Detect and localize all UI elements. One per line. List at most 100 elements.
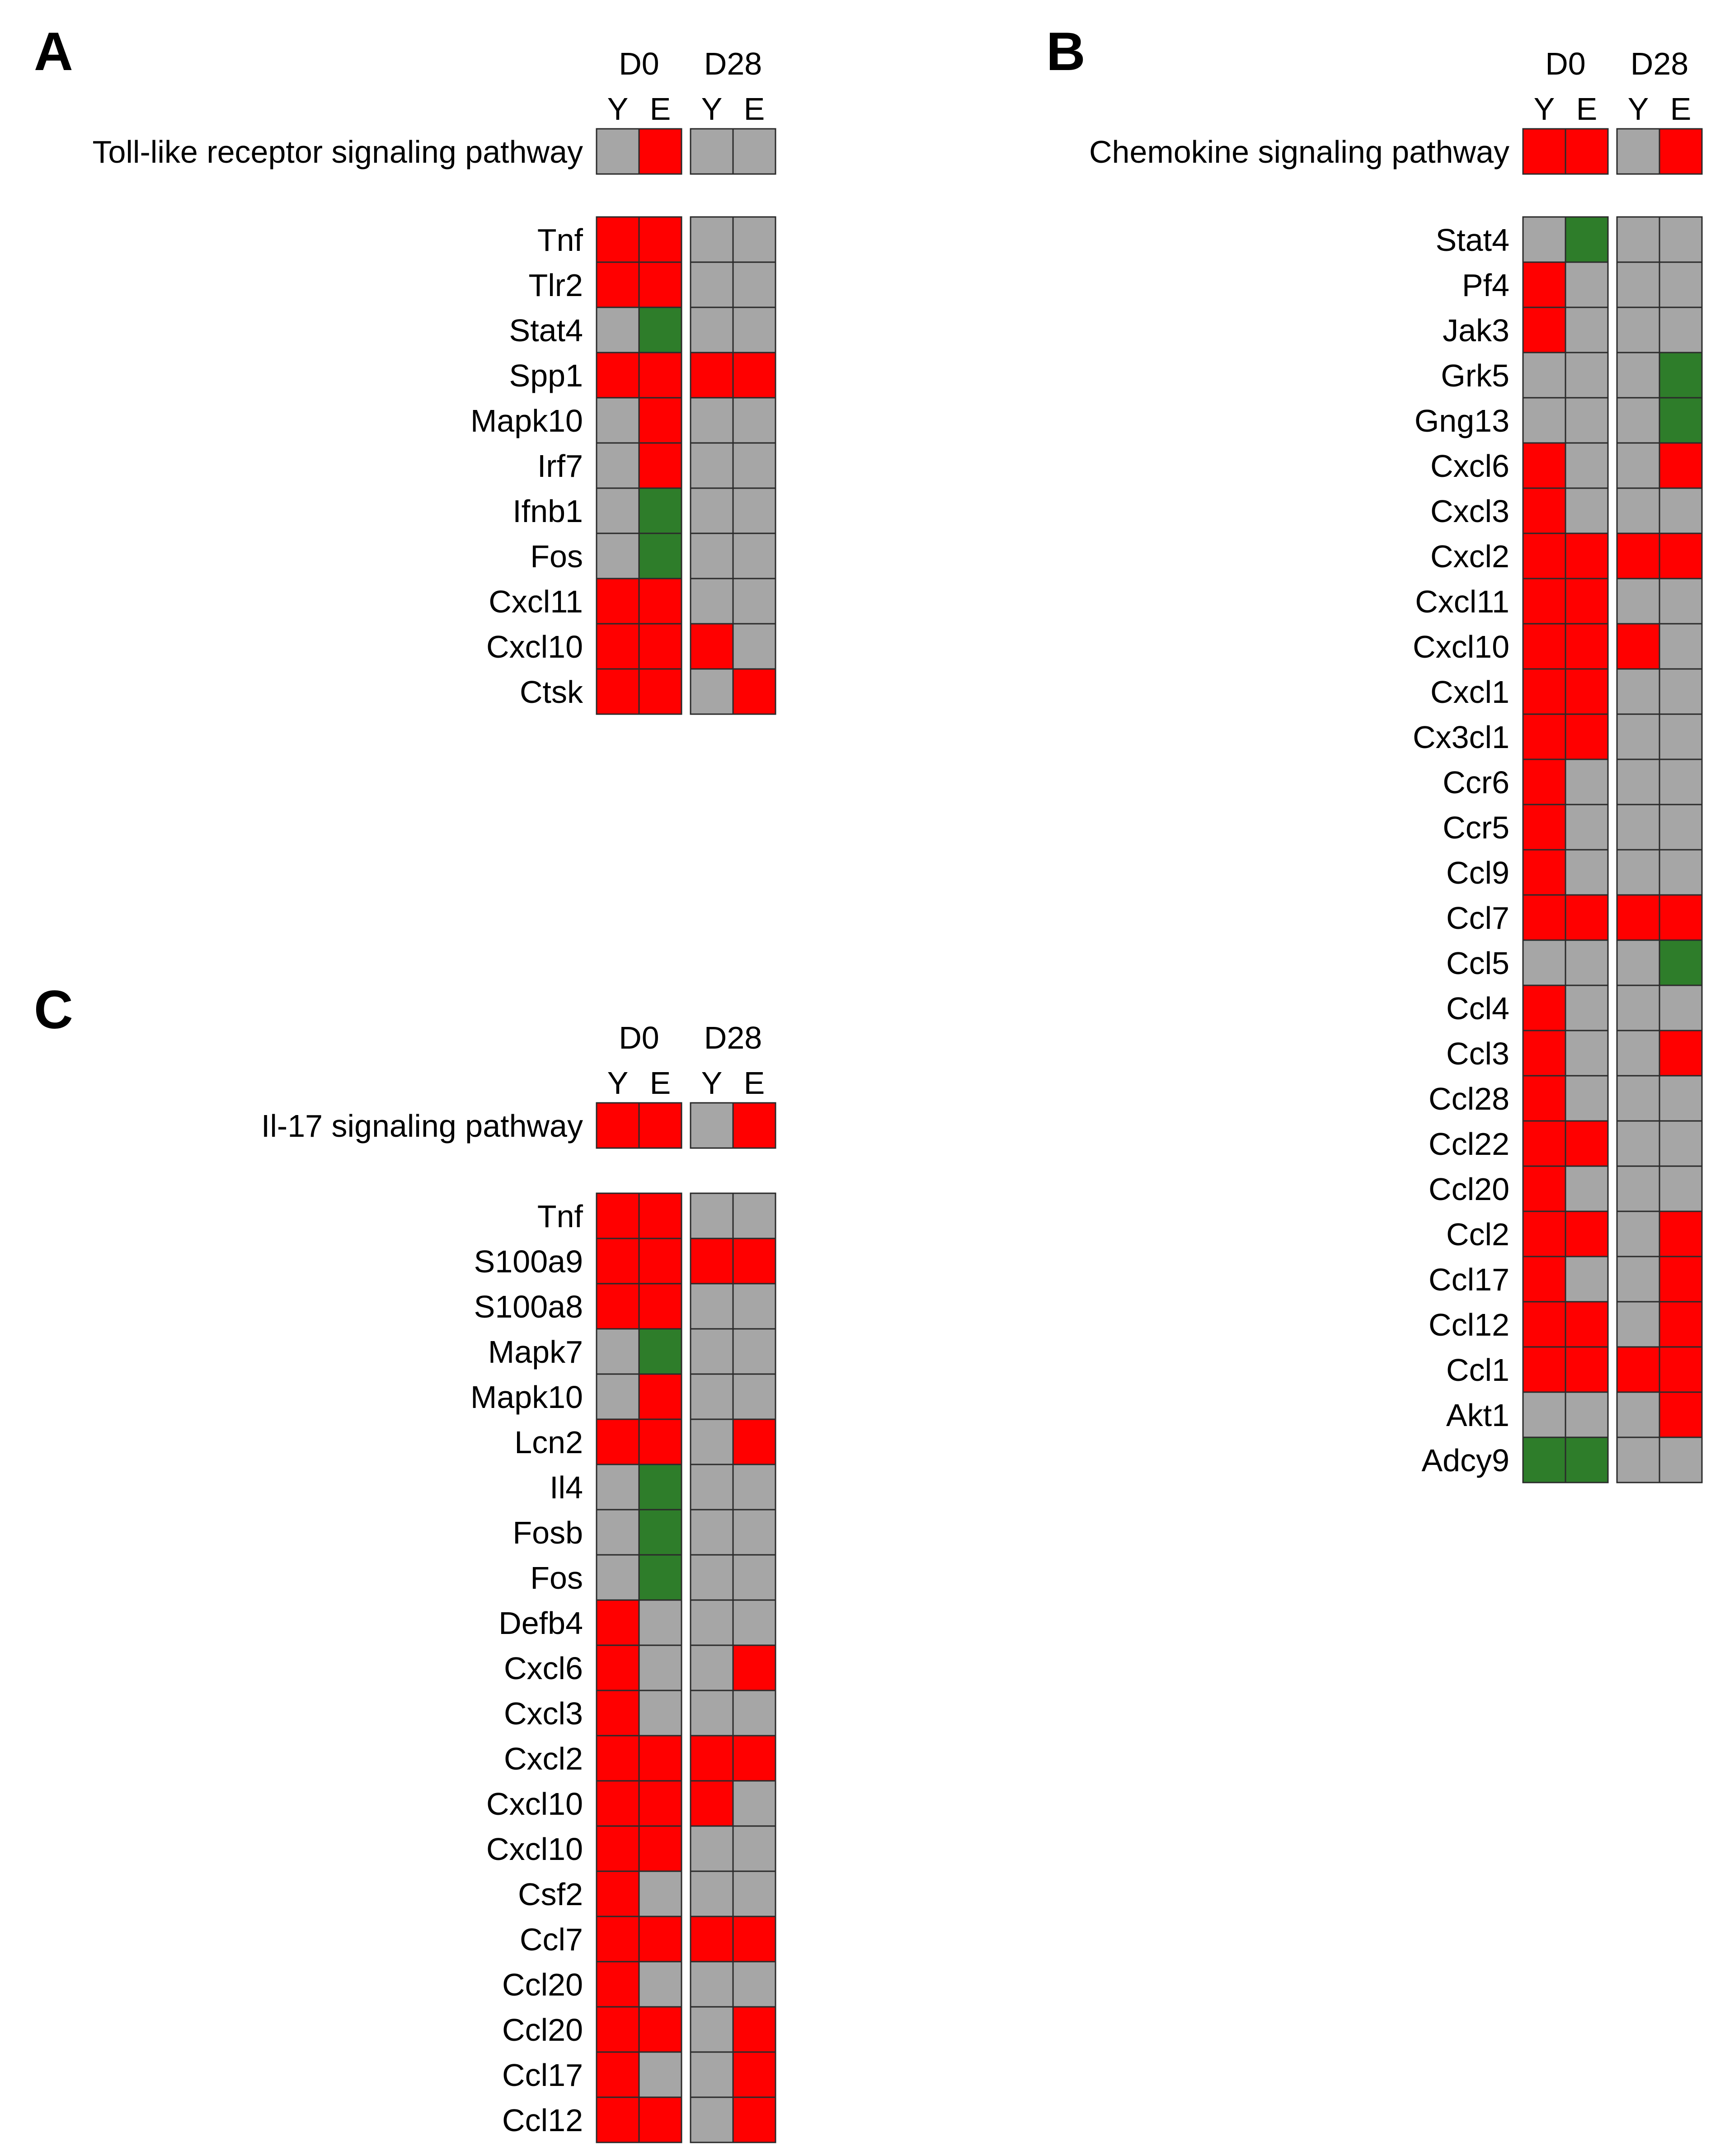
heatmap-cell-none [732, 1554, 776, 1601]
gene-row: Fos [530, 1554, 776, 1601]
heatmap-cell-up [596, 352, 640, 399]
gene-row: Mapk10 [470, 397, 776, 444]
heatmap-cell-up [1522, 306, 1566, 353]
heatmap-cell-none [732, 1373, 776, 1420]
heatmap-cell-none [1565, 306, 1609, 353]
heatmap-cell-up [1565, 713, 1609, 760]
heatmap-cell-none [1659, 306, 1703, 353]
heatmap-cell-none [732, 1690, 776, 1737]
row-label: Irf7 [537, 448, 583, 484]
heatmap-cell-none [732, 487, 776, 534]
row-label: Ccl17 [1429, 1262, 1509, 1297]
row-label: Ccl1 [1446, 1352, 1509, 1388]
heatmap-cell-up [596, 1780, 640, 1827]
heatmap-cell-none [1616, 713, 1660, 760]
gene-row: Cxcl10 [486, 1780, 776, 1827]
heatmap-cell-none [1565, 939, 1609, 986]
row-label: Ifnb1 [512, 494, 583, 529]
heatmap-cell-up [1565, 1210, 1609, 1257]
heatmap-cell-none [638, 1644, 682, 1691]
heatmap-cell-none [1659, 261, 1703, 308]
gene-row: Csf2 [518, 1870, 776, 1917]
heatmap-cell-up [1659, 1256, 1703, 1303]
gene-row: Ccl20 [1429, 1165, 1703, 1212]
heatmap-cell-none [1616, 1030, 1660, 1077]
heatmap-cell-none [690, 668, 734, 715]
heatmap-cell-none [596, 532, 640, 579]
gene-row: Irf7 [537, 442, 776, 489]
heatmap-cell-up [1659, 1346, 1703, 1393]
row-label: Cxcl3 [504, 1696, 583, 1731]
heatmap-cell-up [1522, 128, 1566, 175]
heatmap-cell-none [690, 2006, 734, 2053]
pathway-row: Chemokine signaling pathway [1089, 128, 1703, 175]
panel-letter: B [1046, 21, 1086, 82]
heatmap-cell-up [1522, 894, 1566, 941]
row-label: Fos [530, 539, 583, 574]
heatmap-cell-up [1522, 578, 1566, 625]
gene-row: Lcn2 [514, 1418, 776, 1465]
heatmap-cell-up [1522, 1030, 1566, 1077]
heatmap-cell-down [638, 1554, 682, 1601]
row-label: Tnf [537, 1199, 583, 1234]
gene-row: Cxcl2 [504, 1735, 776, 1782]
heatmap-cell-none [732, 1283, 776, 1330]
row-label: Gng13 [1415, 403, 1509, 438]
heatmap-cell-up [1616, 623, 1660, 670]
heatmap-cell-up [732, 1644, 776, 1691]
gene-row: Cxcl10 [486, 623, 776, 670]
gene-row: Cxcl11 [1415, 578, 1703, 625]
heatmap-cell-none [638, 1961, 682, 2008]
heatmap-cell-up [638, 1916, 682, 1963]
heatmap-cell-up [596, 216, 640, 263]
heatmap-cell-none [1522, 1391, 1566, 1438]
row-label: Defb4 [498, 1605, 583, 1641]
heatmap-cell-none [732, 397, 776, 444]
row-label: Tlr2 [528, 268, 583, 303]
row-label: Cxcl10 [486, 629, 583, 664]
column-label: E [1670, 91, 1692, 127]
heatmap-cell-up [690, 1780, 734, 1827]
heatmap-cell-none [1659, 1436, 1703, 1483]
heatmap-cell-up [1659, 1030, 1703, 1077]
heatmap-cell-none [1565, 849, 1609, 896]
heatmap-cell-none [690, 1192, 734, 1239]
heatmap-cell-up [596, 1961, 640, 2008]
heatmap-cell-none [1616, 1436, 1660, 1483]
heatmap-cell-none [1565, 352, 1609, 399]
heatmap-cell-none [596, 397, 640, 444]
heatmap-cell-none [690, 1825, 734, 1872]
gene-row: Ccr5 [1443, 804, 1703, 851]
column-label: Y [607, 91, 629, 127]
heatmap-cell-up [596, 668, 640, 715]
heatmap-cell-none [1659, 578, 1703, 625]
heatmap-cell-up [596, 1690, 640, 1737]
heatmap-cell-up [596, 1238, 640, 1285]
heatmap-cell-none [690, 306, 734, 353]
row-label: Ccl4 [1446, 991, 1509, 1026]
group-label: D28 [1631, 46, 1688, 81]
column-label: Y [607, 1065, 629, 1101]
gene-row: S100a8 [474, 1283, 776, 1330]
heatmap-cell-none [732, 261, 776, 308]
row-label: Ccl3 [1446, 1036, 1509, 1071]
heatmap-cell-up [596, 1283, 640, 1330]
group-label: D0 [1545, 46, 1585, 81]
heatmap-cell-none [690, 1554, 734, 1601]
heatmap-cell-up [732, 1916, 776, 1963]
gene-row: Il4 [550, 1464, 776, 1511]
row-label: Ccl5 [1446, 946, 1509, 981]
heatmap-cell-up [1565, 894, 1609, 941]
heatmap-cell-none [690, 1328, 734, 1375]
gene-row: Ccl12 [502, 2096, 776, 2143]
heatmap-cell-down [638, 1509, 682, 1556]
heatmap-cell-up [1522, 623, 1566, 670]
gene-row: Mapk7 [488, 1328, 776, 1375]
heatmap-cell-none [1616, 939, 1660, 986]
gene-row: Ccl4 [1446, 984, 1703, 1031]
heatmap-cell-up [638, 128, 682, 175]
column-label: E [744, 91, 765, 127]
gene-row: Ccl5 [1446, 939, 1703, 986]
heatmap-cell-none [690, 1644, 734, 1691]
